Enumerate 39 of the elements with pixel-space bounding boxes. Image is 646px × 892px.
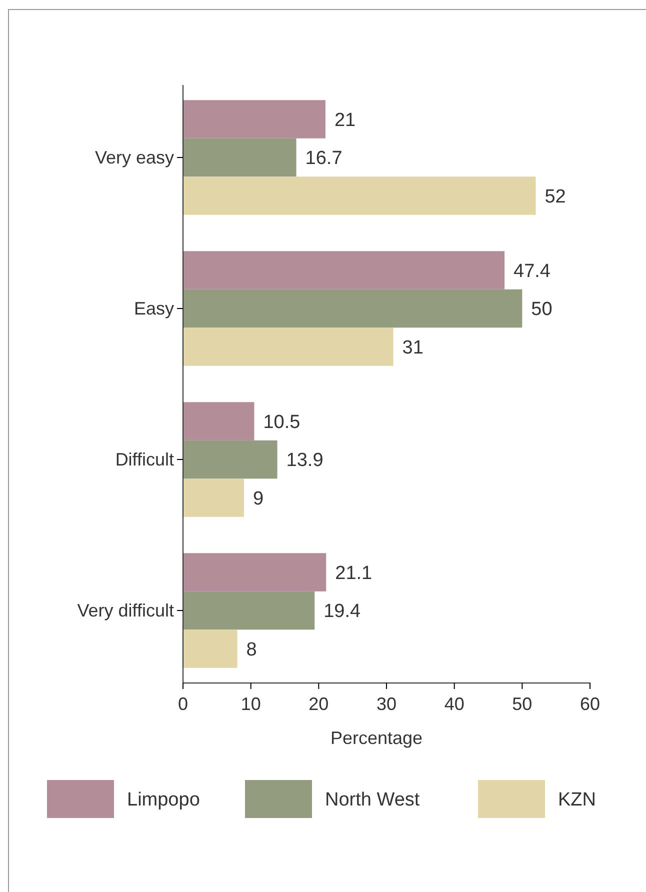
data-label: 52 (544, 186, 566, 208)
y-tick-label: Easy (134, 298, 174, 318)
bar (183, 100, 326, 138)
data-label: 16.7 (305, 148, 342, 170)
bar (183, 478, 244, 517)
legend-label: North West (325, 790, 420, 811)
x-tick-label: 60 (580, 694, 600, 714)
bar (183, 138, 296, 177)
bar (183, 328, 394, 366)
data-label: 21 (334, 110, 356, 131)
bar (183, 402, 254, 440)
legend-label: KZN (558, 790, 596, 811)
y-tick-label: Difficult (115, 449, 174, 470)
bar (183, 440, 278, 479)
x-tick-label: 0 (178, 694, 188, 714)
data-label: 8 (246, 639, 257, 660)
data-label: 50 (531, 299, 552, 320)
data-label: 21.1 (335, 562, 372, 584)
x-tick-label: 40 (444, 694, 464, 714)
bar (183, 630, 238, 668)
data-label: 10.5 (263, 412, 300, 433)
legend-label: Limpopo (127, 790, 200, 811)
bar (183, 553, 326, 592)
data-label: 47.4 (514, 260, 551, 282)
data-label: 31 (402, 337, 424, 358)
bar (183, 251, 505, 290)
bar (183, 289, 522, 328)
y-tick-label: Very easy (94, 147, 174, 168)
x-tick-label: 50 (512, 694, 532, 714)
bar (183, 591, 315, 630)
y-tick-label: Very difficult (77, 600, 174, 620)
data-label: 19.4 (324, 601, 362, 622)
data-label: 9 (253, 488, 264, 510)
x-tick-label: 30 (376, 694, 397, 714)
bar (183, 176, 536, 215)
data-label: 13.9 (286, 450, 324, 472)
x-tick-label: 10 (240, 694, 261, 714)
x-axis-title: Percentage (330, 728, 423, 748)
x-tick-label: 20 (308, 694, 329, 714)
